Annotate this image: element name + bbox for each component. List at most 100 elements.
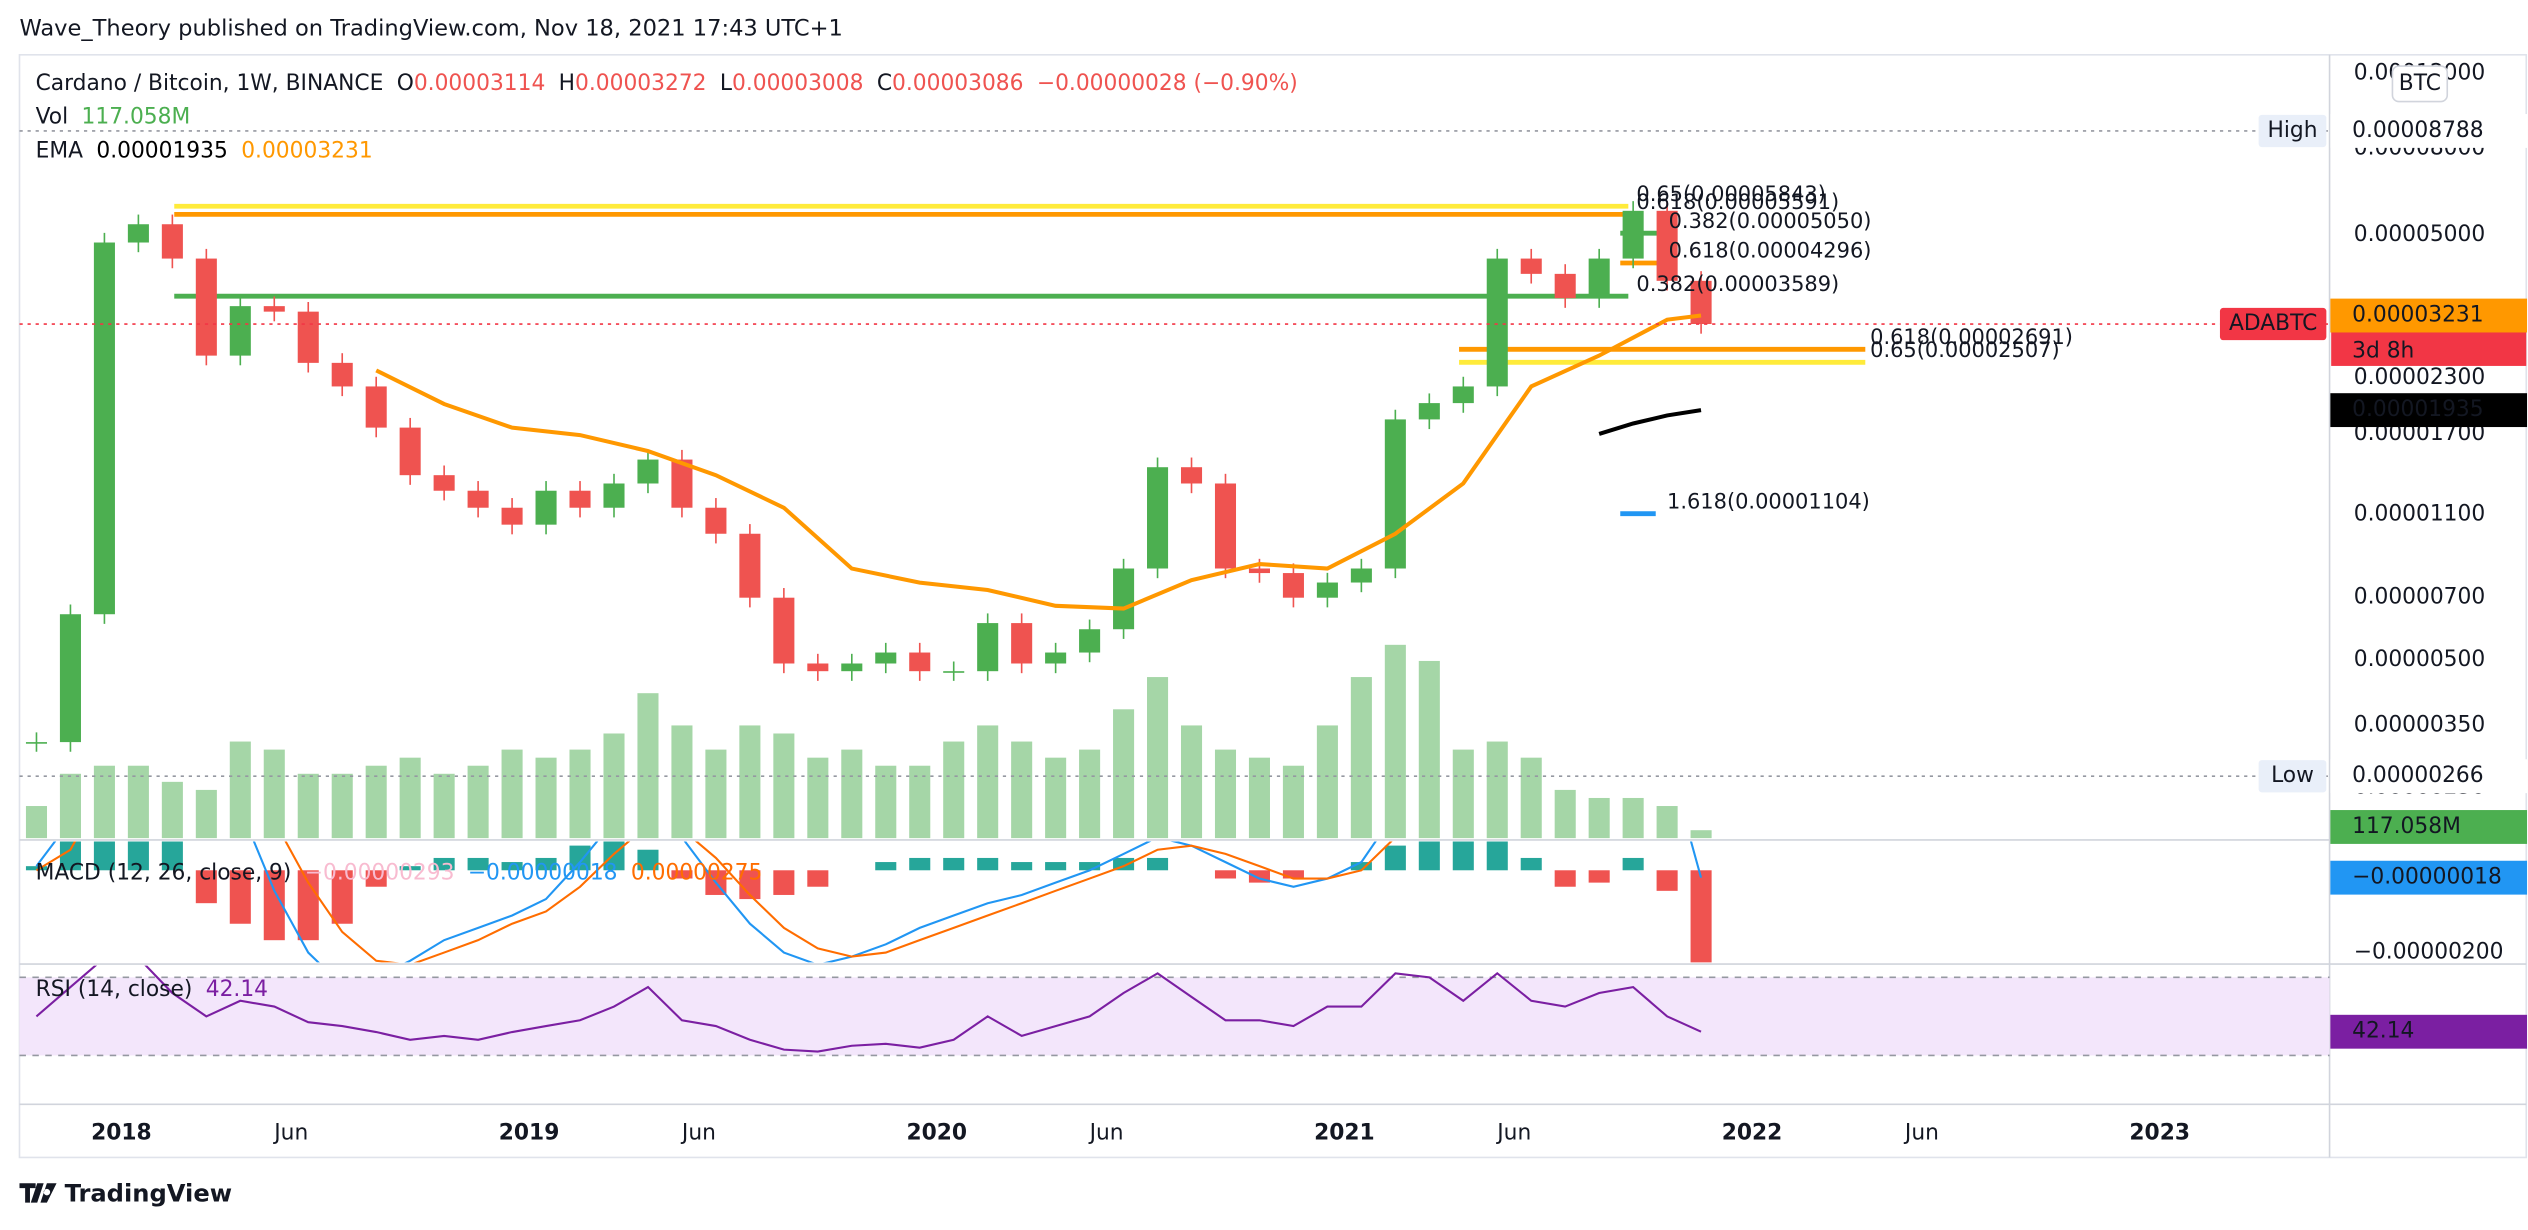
y-tick-label: 0.00000350 bbox=[2354, 713, 2485, 738]
candle bbox=[1147, 467, 1169, 569]
candle bbox=[1214, 483, 1237, 569]
candle bbox=[977, 623, 999, 672]
y-tick-label: 0.00000500 bbox=[2354, 647, 2485, 672]
candle bbox=[943, 671, 965, 673]
volume-bar bbox=[365, 765, 387, 839]
candle bbox=[1248, 568, 1270, 574]
volume-bar bbox=[1486, 741, 1508, 839]
macd-hist-bar bbox=[365, 870, 387, 887]
ema-line bbox=[1598, 408, 1702, 436]
macd-hist-bar bbox=[637, 849, 659, 871]
volume-bar bbox=[229, 741, 251, 839]
candle bbox=[127, 224, 149, 243]
macd-hist-bar bbox=[501, 862, 523, 871]
volume-bar bbox=[1113, 709, 1135, 839]
currency-badge[interactable] bbox=[2391, 65, 2449, 103]
macd-pane bbox=[25, 841, 1712, 963]
ohlc-value: 0.00003008 bbox=[732, 71, 863, 96]
x-tick-label: 2019 bbox=[499, 1120, 560, 1145]
ohlc-value: 0.00003114 bbox=[414, 71, 545, 96]
rsi-tag-label: 42.14 bbox=[2352, 1019, 2414, 1044]
x-tick-label: Jun bbox=[1903, 1120, 1939, 1145]
macd-hist-bar bbox=[1690, 870, 1712, 963]
volume-bar bbox=[263, 749, 285, 839]
ohlc-key: H bbox=[559, 71, 575, 96]
macd-hist-value: −0.00000293 bbox=[305, 861, 455, 886]
volume-bar bbox=[977, 725, 999, 839]
logo-icon bbox=[19, 1183, 57, 1203]
macd-hist-bar bbox=[1045, 862, 1067, 871]
candle bbox=[59, 614, 81, 743]
volume-name: Vol bbox=[36, 105, 69, 130]
fib-label: 0.65(0.00002507) bbox=[1870, 338, 2060, 362]
candle bbox=[1350, 568, 1372, 583]
volume-bar bbox=[739, 725, 761, 839]
macd-hist-bar bbox=[739, 870, 761, 900]
volume-bar bbox=[773, 733, 795, 839]
candle bbox=[1622, 210, 1644, 259]
tag-sub: 3d 8h bbox=[2352, 338, 2414, 363]
volume-bar bbox=[1656, 806, 1678, 839]
candle bbox=[671, 459, 693, 508]
macd-hist-bar bbox=[399, 866, 421, 871]
x-tick-label: 2020 bbox=[906, 1120, 967, 1145]
macd-hist-bar bbox=[229, 870, 251, 924]
macd-hist-bar bbox=[1282, 870, 1304, 879]
ohlc-key: C bbox=[877, 71, 892, 96]
macd-hist-bar bbox=[1520, 857, 1542, 871]
volume-bar bbox=[501, 749, 523, 839]
macd-hist-bar bbox=[1384, 845, 1406, 871]
candle bbox=[399, 427, 421, 476]
rsi-tag-box bbox=[2330, 1014, 2528, 1049]
macd-hist-bar bbox=[1486, 841, 1508, 871]
candle bbox=[501, 507, 523, 525]
fib-label: 0.618(0.00005591) bbox=[1636, 190, 1839, 214]
macd-hist-bar bbox=[93, 841, 115, 871]
macd-hist-bar bbox=[161, 841, 183, 871]
volume-bar bbox=[467, 765, 489, 839]
volume-bar bbox=[569, 749, 591, 839]
volume-bar bbox=[1180, 725, 1203, 839]
macd-hist-bar bbox=[1011, 862, 1033, 871]
macd-hist-bar bbox=[875, 862, 897, 871]
rsi-pane bbox=[19, 965, 2330, 1057]
candle bbox=[875, 652, 897, 664]
symbol-legend: Cardano / Bitcoin, 1W, BINANCE O0.000031… bbox=[36, 71, 1298, 96]
macd-hist-bar bbox=[1554, 870, 1576, 887]
publisher: Wave_Theory published on TradingView.com… bbox=[19, 16, 842, 42]
macd-tag-label: −0.00000018 bbox=[2352, 865, 2502, 890]
ohlc-key: O bbox=[397, 71, 414, 96]
legends: Cardano / Bitcoin, 1W, BINANCE O0.000031… bbox=[36, 71, 1298, 1002]
candle bbox=[297, 311, 319, 363]
candle bbox=[1316, 582, 1338, 598]
y-tick-label: 0.00001100 bbox=[2354, 501, 2485, 526]
candle bbox=[1486, 258, 1508, 387]
macd-hist-bar bbox=[1079, 862, 1101, 871]
candle bbox=[1520, 258, 1542, 274]
ohlc-key: L bbox=[720, 71, 732, 96]
candle bbox=[603, 483, 625, 508]
rsi-title: RSI (14, close) bbox=[36, 977, 193, 1002]
volume-bar bbox=[1282, 765, 1304, 839]
x-tick-label: 2018 bbox=[91, 1120, 152, 1145]
change: −0.00000028 (−0.90%) bbox=[1037, 71, 1298, 96]
price-tag-label: 0.00003231 bbox=[2352, 303, 2483, 328]
volume-tag-label: 117.058M bbox=[2352, 814, 2461, 839]
ema-value: 0.00003231 bbox=[241, 139, 372, 164]
macd-hist-bar bbox=[671, 870, 693, 879]
volume-legend: Vol 117.058M bbox=[36, 105, 191, 130]
volume-bar bbox=[875, 765, 897, 839]
volume-bar bbox=[1452, 749, 1474, 839]
macd-hist-bar bbox=[1622, 857, 1644, 871]
x-tick-label: 2022 bbox=[1722, 1120, 1783, 1145]
y-tick-label: 0.00005000 bbox=[2354, 222, 2485, 247]
candle bbox=[263, 306, 285, 312]
macd-hist-bar bbox=[263, 870, 285, 941]
volume-bar bbox=[1045, 757, 1067, 839]
volume-tag-box bbox=[2330, 810, 2528, 844]
y-tick-label: 0.00002300 bbox=[2354, 365, 2485, 390]
volume-bar bbox=[297, 773, 319, 839]
macd-hist-bar bbox=[195, 870, 217, 904]
volume-value: 117.058M bbox=[82, 105, 191, 130]
macd-legend: MACD (12, 26, close, 9) −0.00000293 −0.0… bbox=[36, 861, 763, 886]
